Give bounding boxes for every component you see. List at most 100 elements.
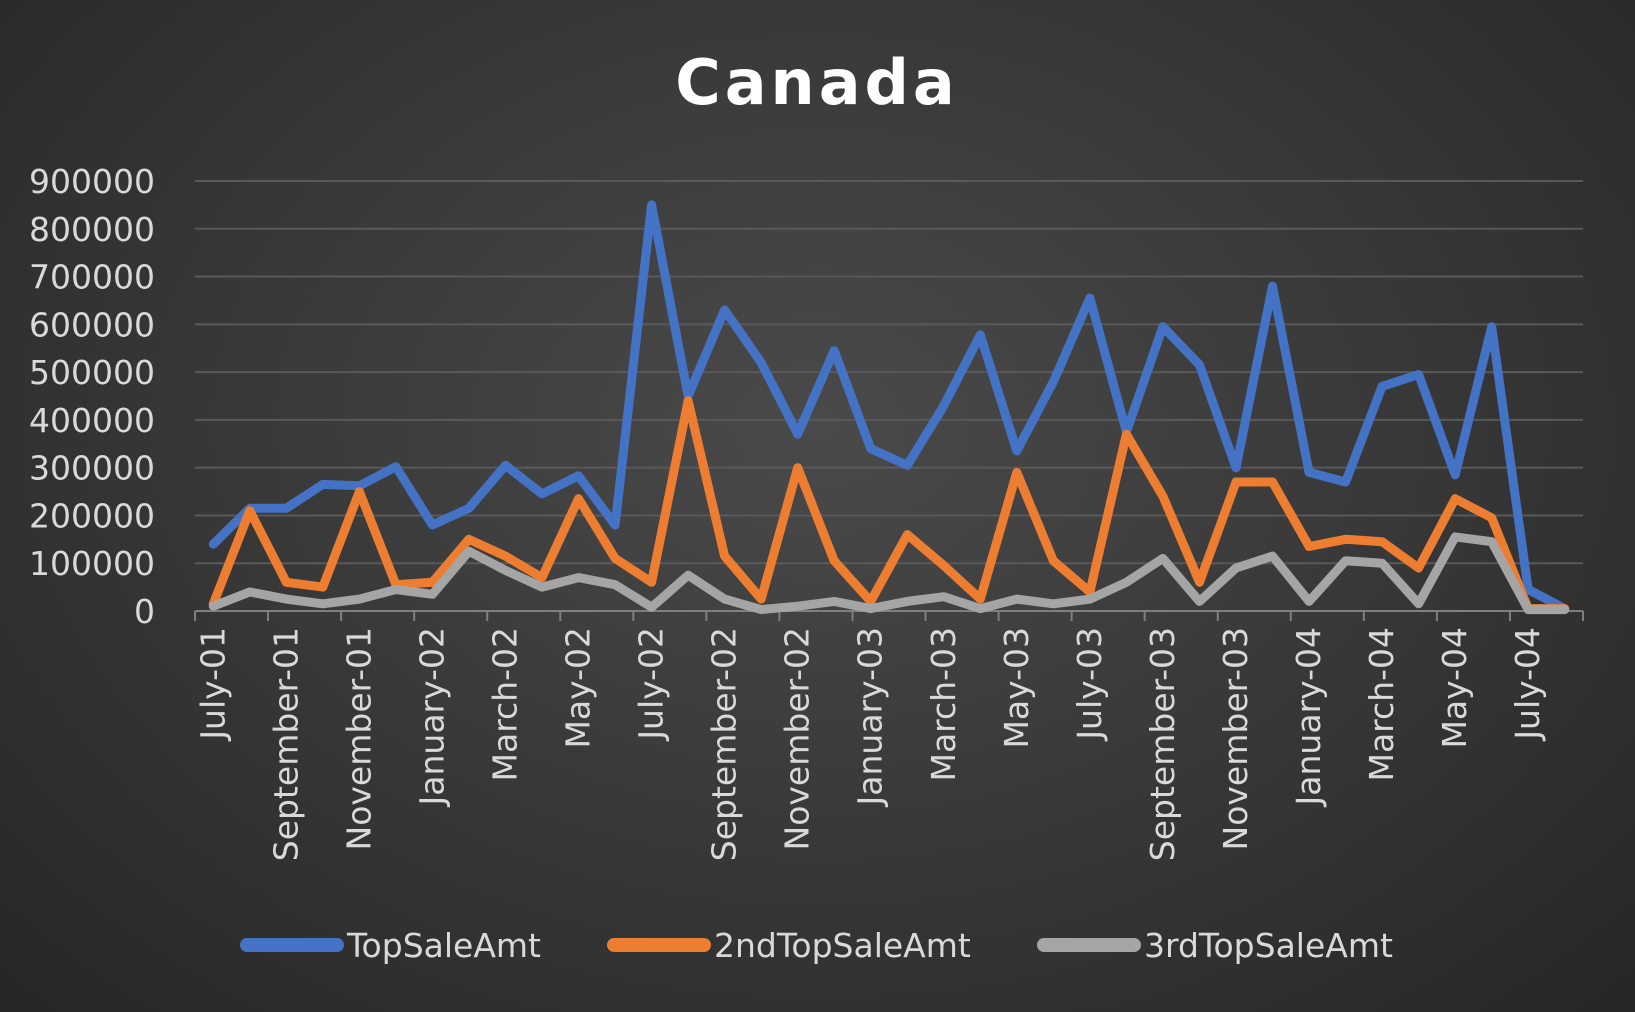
data-point	[393, 587, 398, 592]
data-point	[795, 604, 800, 609]
legend-label: 3rdTopSaleAmt	[1144, 926, 1393, 965]
data-point	[941, 403, 946, 408]
data-point	[1051, 601, 1056, 606]
data-point	[503, 554, 508, 559]
data-point	[1526, 587, 1531, 592]
x-tick-label: November-02	[778, 627, 817, 850]
data-point	[1343, 558, 1348, 563]
data-point	[1416, 601, 1421, 606]
data-point	[1270, 480, 1275, 484]
x-tick-label: November-03	[1216, 627, 1255, 850]
x-tick-label: March-04	[1362, 627, 1401, 782]
data-point	[211, 604, 216, 609]
data-point	[868, 606, 873, 611]
data-point	[759, 360, 764, 365]
data-point	[686, 573, 691, 578]
data-point	[247, 508, 252, 513]
data-point	[540, 585, 544, 590]
x-tick-label: July-02	[632, 627, 671, 742]
data-point	[211, 542, 216, 547]
data-point	[722, 554, 727, 559]
data-point	[613, 582, 618, 587]
data-point	[1380, 561, 1385, 566]
y-axis: 0 100000 200000 300000 400000 500000 600000 700…	[29, 162, 155, 631]
y-tick-label: 700000	[29, 258, 155, 297]
legend-label: TopSaleAmt	[346, 926, 541, 965]
legend: TopSaleAmt 2ndTopSaleAmt 3rdTopSaleAmt	[240, 926, 1393, 965]
x-tick-label: September-03	[1143, 627, 1182, 861]
data-point	[284, 597, 289, 602]
data-point	[1160, 494, 1165, 499]
data-point	[1489, 515, 1494, 520]
data-point	[247, 589, 252, 594]
series-line-0	[208, 200, 1570, 614]
data-point	[1270, 554, 1275, 559]
data-point	[576, 496, 581, 501]
x-tick-label: September-01	[266, 627, 305, 861]
data-point	[466, 549, 471, 554]
y-tick-label: 300000	[29, 449, 155, 488]
data-point	[1124, 432, 1129, 437]
data-point	[466, 506, 471, 511]
y-tick-label: 900000	[29, 162, 155, 201]
data-point	[1014, 597, 1019, 602]
data-point	[430, 523, 435, 527]
data-point	[1343, 480, 1348, 484]
series-line-2	[208, 532, 1570, 615]
data-point	[393, 464, 398, 469]
x-axis: July-01 September-01 November-01 January-02…	[193, 610, 1584, 861]
data-point	[759, 607, 764, 612]
y-tick-label: 400000	[29, 401, 155, 440]
data-point	[1416, 372, 1421, 377]
legend-item: 3rdTopSaleAmt	[1037, 926, 1393, 965]
data-point	[284, 506, 289, 511]
data-point	[576, 473, 581, 478]
data-point	[1307, 470, 1312, 475]
data-point	[320, 585, 325, 590]
data-point	[795, 432, 800, 437]
data-point	[1014, 448, 1019, 453]
data-point	[357, 597, 362, 602]
legend-item: TopSaleAmt	[240, 926, 541, 965]
data-point	[1087, 597, 1092, 602]
x-tick-label: November-01	[339, 627, 378, 850]
data-point	[466, 537, 471, 542]
x-tick-label: January-02	[412, 627, 451, 807]
data-point	[978, 597, 983, 602]
data-point	[430, 592, 435, 597]
x-tick-label: January-04	[1289, 627, 1328, 807]
data-point	[978, 332, 983, 337]
y-tick-label: 0	[134, 592, 155, 631]
data-point	[284, 580, 289, 585]
data-point	[1197, 599, 1202, 604]
data-point	[832, 348, 837, 353]
data-point	[1380, 539, 1385, 544]
data-point	[1489, 324, 1494, 329]
data-point	[1234, 480, 1238, 484]
y-tick-label: 100000	[29, 544, 155, 583]
x-tick-label: September-02	[705, 627, 744, 861]
data-point	[1453, 472, 1458, 477]
data-point	[1160, 324, 1165, 329]
data-point	[1416, 566, 1421, 570]
data-point	[1051, 558, 1056, 563]
x-tick-label: July-01	[193, 627, 232, 742]
data-point	[722, 597, 727, 602]
x-tick-label: May-02	[559, 627, 598, 749]
data-point	[540, 575, 544, 580]
data-point	[1343, 537, 1348, 542]
data-point	[1526, 607, 1531, 612]
data-point	[613, 556, 618, 561]
data-point	[320, 482, 325, 487]
data-point	[1489, 539, 1494, 544]
y-tick-label: 800000	[29, 210, 155, 249]
data-point	[1234, 566, 1238, 570]
data-point	[722, 308, 727, 312]
plot-area	[208, 200, 1570, 615]
data-point	[832, 599, 837, 604]
x-tick-label: July-03	[1070, 627, 1109, 742]
data-point	[941, 563, 946, 568]
data-point	[320, 601, 325, 606]
data-point	[430, 580, 435, 585]
